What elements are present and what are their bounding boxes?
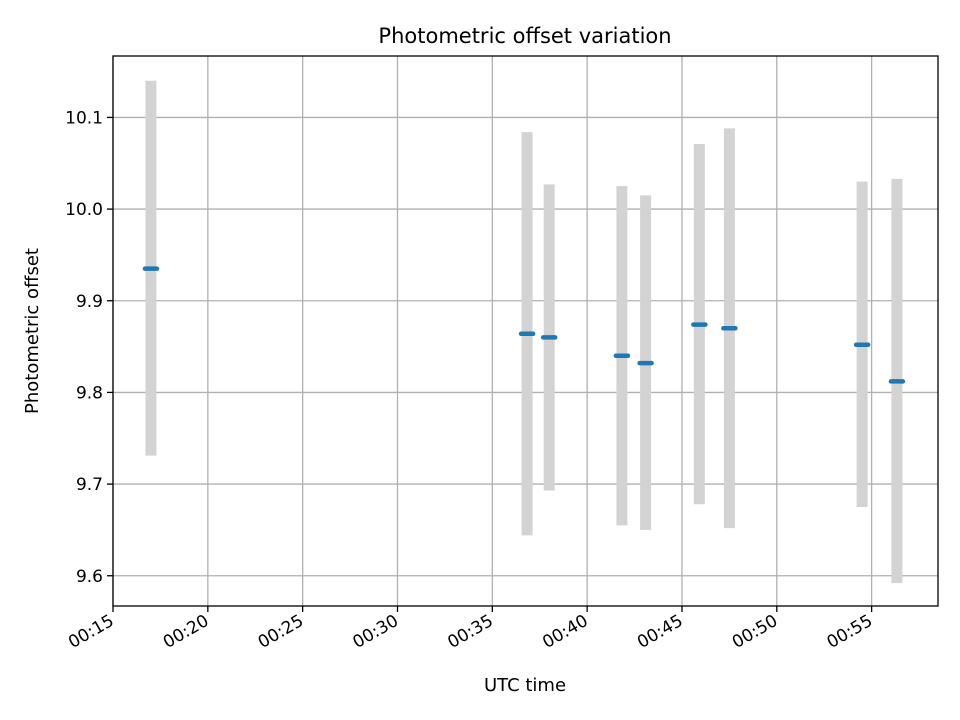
y-axis-ticks: 9.6 9.7 9.8 9.9 10.0 10.1: [65, 108, 113, 587]
y-tick-label: 10.1: [65, 108, 103, 128]
y-tick-label: 9.8: [76, 383, 103, 403]
chart-title: Photometric offset variation: [378, 24, 671, 48]
y-tick-label: 9.6: [76, 567, 103, 587]
plot-frame: [112, 55, 939, 607]
markers: [142, 266, 906, 384]
y-tick-label: 10.0: [65, 200, 103, 220]
y-tick-label: 9.9: [76, 292, 103, 312]
y-axis-label: Photometric offset: [22, 248, 43, 414]
x-axis-label: UTC time: [484, 675, 566, 696]
y-tick-label: 9.7: [76, 475, 103, 495]
